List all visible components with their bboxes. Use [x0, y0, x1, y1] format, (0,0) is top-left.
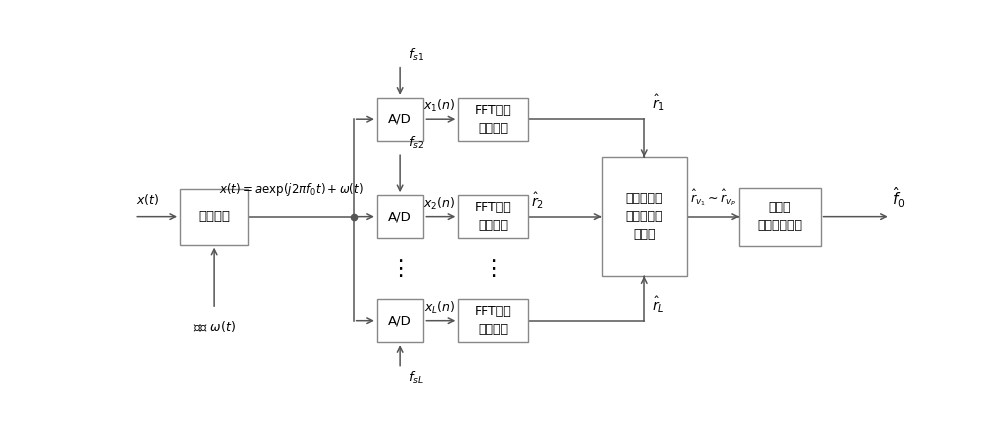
Text: 基于冗余纠
错编码的余
数筛选: 基于冗余纠 错编码的余 数筛选 [626, 192, 663, 241]
Text: A/D: A/D [388, 113, 412, 126]
Text: $\hat{f}_0$: $\hat{f}_0$ [892, 185, 906, 210]
Text: $f_{s1}$: $f_{s1}$ [408, 47, 424, 63]
Text: $\hat{r}_2$: $\hat{r}_2$ [531, 190, 544, 211]
Text: $\hat{r}_1$: $\hat{r}_1$ [652, 93, 665, 113]
Bar [377, 299, 423, 342]
Bar [458, 299, 528, 342]
Bar [602, 157, 687, 276]
Bar [377, 98, 423, 141]
Text: $\hat{r}_L$: $\hat{r}_L$ [652, 294, 665, 315]
Bar [739, 188, 821, 245]
Text: $x(t) = a\exp(j2\pi f_0 t) + \omega(t)$: $x(t) = a\exp(j2\pi f_0 t) + \omega(t)$ [219, 181, 364, 199]
Text: FFT谱峰
余数提取: FFT谱峰 余数提取 [475, 305, 512, 336]
Text: $f_{s2}$: $f_{s2}$ [408, 134, 424, 151]
Text: 改进的
中国余数定理: 改进的 中国余数定理 [757, 201, 802, 232]
Bar [180, 189, 248, 245]
Text: $x_L(n)$: $x_L(n)$ [424, 299, 455, 316]
Text: 含噪信道: 含噪信道 [198, 210, 230, 223]
Bar [377, 195, 423, 238]
Text: $x(t)$: $x(t)$ [136, 192, 159, 207]
Text: FFT谱峰
余数提取: FFT谱峰 余数提取 [475, 104, 512, 135]
Bar [458, 195, 528, 238]
Bar [458, 98, 528, 141]
Text: FFT谱峰
余数提取: FFT谱峰 余数提取 [475, 201, 512, 232]
Text: 噪声 $\omega(t)$: 噪声 $\omega(t)$ [193, 319, 236, 334]
Text: ⋮: ⋮ [389, 259, 411, 279]
Text: $x_2(n)$: $x_2(n)$ [423, 196, 455, 211]
Text: A/D: A/D [388, 210, 412, 223]
Text: ⋮: ⋮ [482, 259, 504, 279]
Text: $x_1(n)$: $x_1(n)$ [423, 98, 455, 114]
Text: $\hat{r}_{v_1} \sim \hat{r}_{v_P}$: $\hat{r}_{v_1} \sim \hat{r}_{v_P}$ [690, 188, 736, 208]
Text: $f_{sL}$: $f_{sL}$ [408, 370, 424, 387]
Text: A/D: A/D [388, 314, 412, 327]
